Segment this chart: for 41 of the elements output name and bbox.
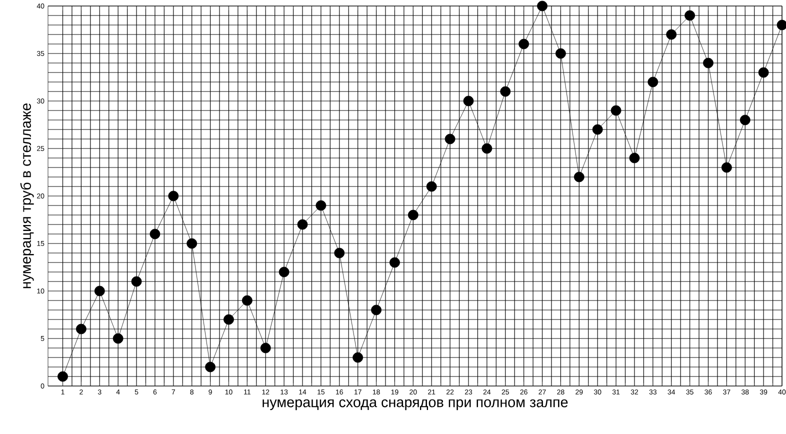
y-axis-title: нумерация труб в стеллаже [20,103,34,288]
point [242,295,252,306]
point [610,105,622,116]
point [518,38,530,50]
point [703,58,714,68]
point [758,67,769,78]
point [112,333,124,344]
point [278,266,290,278]
point [76,324,86,334]
point [168,190,179,202]
point [260,342,271,354]
point [297,219,308,230]
point [390,257,400,268]
point [131,276,142,287]
point [574,172,584,182]
point [58,371,68,382]
point [666,29,677,40]
point [205,362,216,372]
point [371,304,382,316]
point [444,134,456,144]
point [334,248,345,258]
point [500,86,511,97]
point [482,143,492,154]
point [684,10,695,21]
point [721,162,732,173]
point [648,76,658,88]
point [426,181,437,192]
x-axis-title: нумерация схода снарядов при полном залпе [262,399,568,410]
point [740,114,750,126]
point [224,314,234,325]
point [463,96,474,106]
point [629,152,640,164]
point [592,124,603,135]
point [537,0,548,12]
point [316,200,326,211]
point [556,48,566,59]
point [94,286,105,296]
point [408,210,418,220]
point [150,228,160,240]
point [186,238,198,249]
point [352,352,364,363]
